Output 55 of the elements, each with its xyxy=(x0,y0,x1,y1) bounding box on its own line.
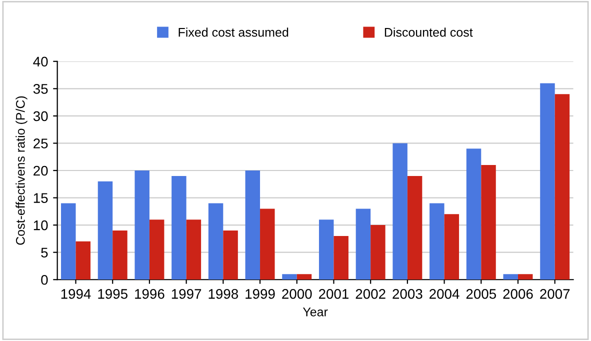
bar xyxy=(98,181,113,280)
bar xyxy=(334,236,348,280)
bar xyxy=(318,220,334,280)
x-tick-label: 2002 xyxy=(356,289,386,299)
bar xyxy=(186,220,202,280)
bar xyxy=(245,170,260,280)
bar xyxy=(466,148,482,280)
x-tick-label: 1995 xyxy=(98,289,128,299)
bar xyxy=(134,170,150,280)
bar xyxy=(172,176,186,280)
bar xyxy=(430,203,444,280)
x-tick-label: 1996 xyxy=(135,289,164,299)
bar xyxy=(76,241,90,280)
y-tick-label: 5 xyxy=(41,248,48,258)
x-tick-label: 2006 xyxy=(503,289,533,299)
legend-label: Discounted cost xyxy=(384,28,473,37)
y-tick-label: 35 xyxy=(33,84,48,94)
bar xyxy=(61,203,76,280)
bar xyxy=(208,203,224,280)
x-tick-label: 2001 xyxy=(318,289,348,299)
x-tick-label: 2003 xyxy=(392,289,422,299)
bar xyxy=(540,83,555,280)
x-tick-label: 2000 xyxy=(282,289,312,299)
bar xyxy=(392,143,408,280)
bar xyxy=(223,230,238,280)
x-tick-label: 1998 xyxy=(208,289,238,299)
bar xyxy=(503,274,518,280)
bar xyxy=(370,225,386,280)
y-axis-title: Cost-effectivens ratio (P/C) xyxy=(16,96,28,245)
y-tick-label: 0 xyxy=(41,274,48,285)
bar xyxy=(296,274,312,280)
bar xyxy=(149,220,164,280)
x-tick-label: 1994 xyxy=(61,289,91,299)
x-tick-label: 1999 xyxy=(246,289,275,299)
x-tick-label: 1997 xyxy=(172,289,202,299)
bar xyxy=(112,230,128,280)
legend-label: Fixed cost assumed xyxy=(178,28,288,37)
bar xyxy=(356,208,371,280)
y-tick-label: 10 xyxy=(34,220,48,230)
y-tick-label: 15 xyxy=(34,193,48,203)
bar xyxy=(481,165,496,280)
bar xyxy=(554,94,570,280)
x-tick-label: 2004 xyxy=(430,289,460,299)
y-tick-label: 30 xyxy=(33,111,48,122)
x-tick-label: 2005 xyxy=(466,289,496,299)
bar xyxy=(407,176,422,280)
y-tick-label: 25 xyxy=(34,138,48,148)
bar xyxy=(518,274,533,280)
y-tick-label: 20 xyxy=(34,166,48,176)
x-tick-label: 2007 xyxy=(540,289,570,299)
bar xyxy=(282,274,297,280)
bar xyxy=(260,208,275,280)
x-axis-title: Year xyxy=(302,308,328,316)
bar xyxy=(444,214,460,280)
y-tick-label: 40 xyxy=(33,56,48,67)
